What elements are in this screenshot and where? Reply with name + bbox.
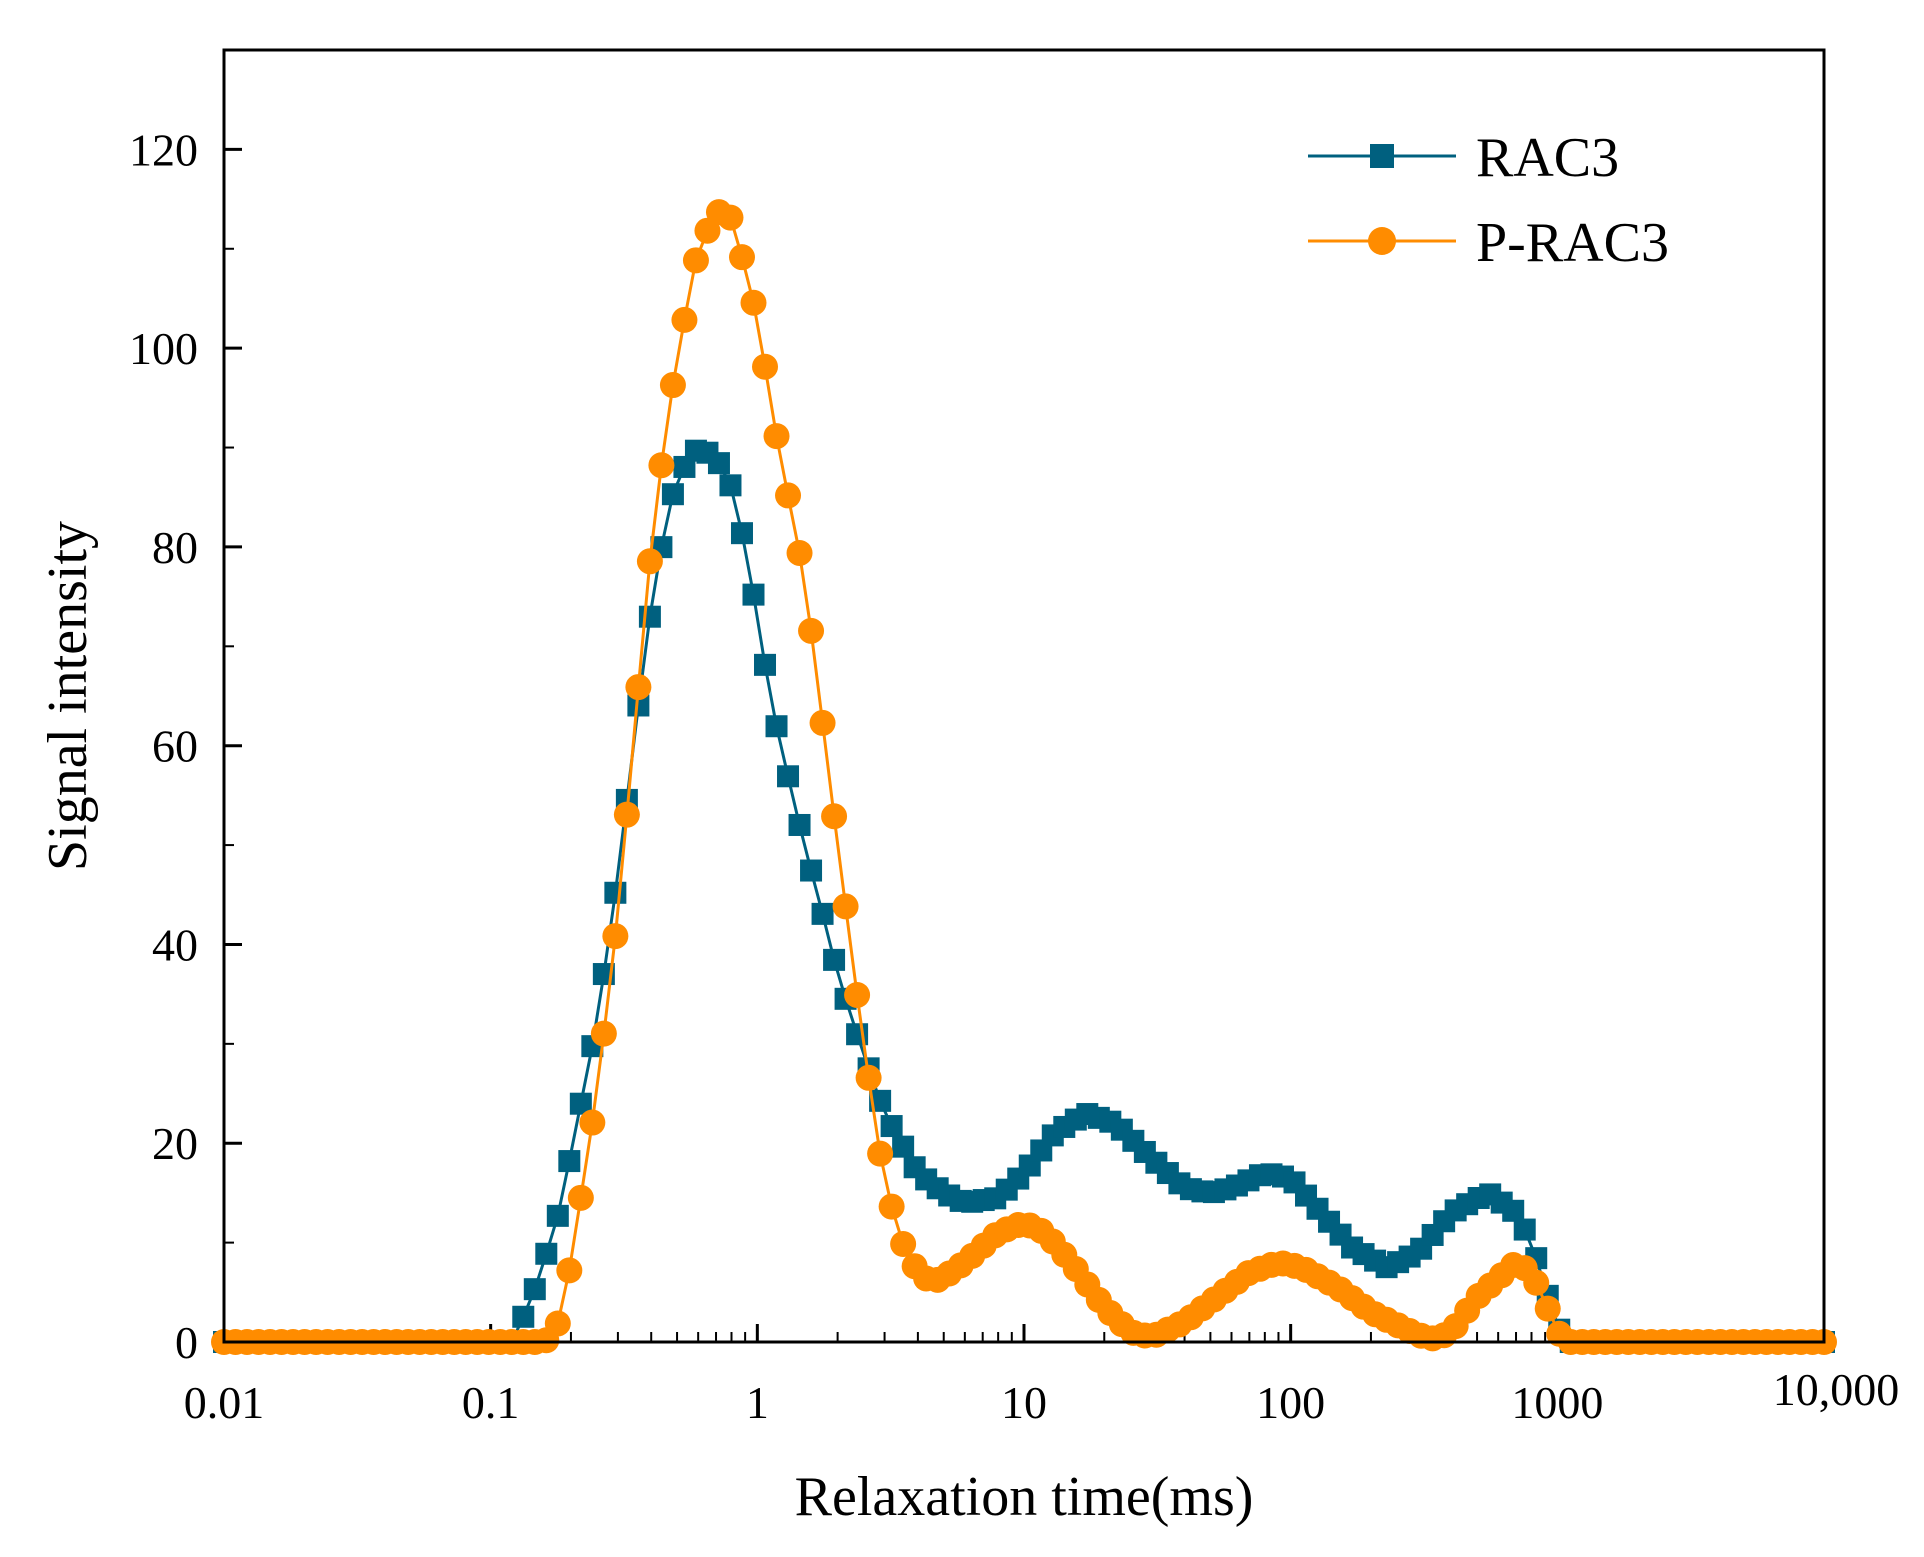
data-point [717,204,744,231]
x-axis-label: Relaxation time(ms) [795,1466,1254,1528]
data-point [613,801,640,828]
data-point [821,803,848,830]
data-point [671,306,698,333]
data-point [786,539,813,566]
data-point [844,981,871,1008]
y-tick-label: 0 [175,1317,198,1368]
data-point [798,617,825,644]
data-point [832,893,859,920]
data-point [590,1020,617,1047]
data-point [546,1204,569,1227]
data-point [880,1115,903,1138]
data-point [1523,1269,1550,1296]
data-point [742,583,765,606]
data-point [892,1135,915,1158]
data-point [777,765,800,788]
data-point [648,452,675,479]
legend-marker-rac3 [1370,144,1394,168]
y-tick-label: 120 [129,124,198,175]
x-tick-label: 1 [746,1377,769,1428]
data-point [682,247,709,274]
y-axis-label: Signal intensity [37,521,99,871]
data-point [878,1193,905,1220]
data-point [752,353,779,380]
data-point [707,452,730,475]
legend-label-rac3: RAC3 [1476,127,1619,189]
y-tick-label: 100 [129,323,198,374]
y-tick-label: 60 [152,721,198,772]
data-point [823,948,846,971]
data-point [788,813,811,836]
data-point [625,674,652,701]
y-tick-label: 20 [152,1118,198,1169]
data-point [604,881,627,904]
series-p-rac3 [211,199,1837,1355]
data-point [1534,1295,1561,1322]
data-point [800,859,823,882]
x-tick-label: 10 [1001,1377,1047,1428]
data-point [558,1150,581,1173]
x-tick-label: 100 [1256,1377,1325,1428]
data-point [775,482,802,509]
data-point [719,474,742,497]
data-point [567,1184,594,1211]
data-point [1502,1199,1525,1222]
x-tick-label: 0.01 [184,1377,265,1428]
legend: RAC3 P-RAC3 [1308,127,1669,274]
data-point [535,1242,558,1265]
data-point [855,1064,882,1091]
series-line [224,449,1824,1344]
data-point [809,709,836,736]
plot-frame [222,48,1826,1344]
data-point [869,1089,892,1112]
data-point [728,244,755,271]
data-point [867,1140,894,1167]
data-point [569,1092,592,1115]
data-point [544,1310,571,1337]
legend-marker-prac3 [1368,227,1396,255]
data-point [556,1257,583,1284]
data-point [661,483,684,506]
y-tick-label: 40 [152,919,198,970]
data-point [890,1231,917,1258]
data-point [523,1278,546,1301]
data-point [740,289,767,316]
data-point [765,715,788,738]
data-point [1513,1218,1536,1241]
x-tick-label: 10,000 [1773,1364,1900,1415]
tick-labels-group: 0.01 0.1 1 10 100 1000 10,000 0 20 40 60 80 100 120 [129,124,1899,1428]
x-tick-label: 1000 [1511,1377,1603,1428]
data-point [754,653,777,676]
data-point [811,902,834,925]
data-point [763,423,790,450]
legend-label-prac3: P-RAC3 [1476,212,1669,274]
data-point [638,605,661,628]
data-point [730,522,753,545]
series-group [211,199,1837,1355]
data-point [512,1305,535,1328]
data-point [602,923,629,950]
data-point [627,694,650,717]
data-point [636,548,663,575]
x-tick-label: 0.1 [462,1377,520,1428]
data-point [694,217,721,244]
y-tick-label: 80 [152,522,198,573]
data-point [579,1109,606,1136]
data-point [659,372,686,399]
